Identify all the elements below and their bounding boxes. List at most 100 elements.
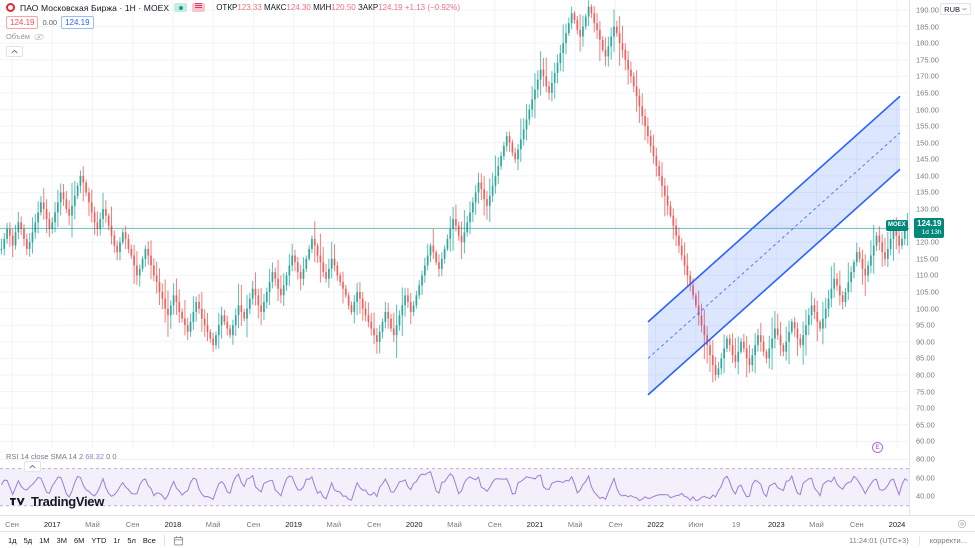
time-axis-tick: Сен: [125, 520, 140, 529]
volume-label[interactable]: Объём: [6, 32, 30, 41]
watermark-text: TradingView: [31, 494, 105, 509]
price-axis-tick: 110.00: [916, 270, 939, 280]
current-price-value: 124.19: [917, 219, 942, 229]
adjustment-label[interactable]: корректи...: [918, 535, 975, 545]
collapse-pane-button[interactable]: [6, 46, 23, 57]
time-axis-tick: 2024: [888, 520, 906, 529]
rsi-collapse-button[interactable]: [24, 461, 41, 472]
range-button[interactable]: Все: [142, 535, 156, 545]
earnings-marker-icon[interactable]: E: [872, 442, 883, 453]
range-button[interactable]: 1д: [8, 535, 17, 545]
price-axis-tick: 170.00: [916, 71, 939, 81]
range-button[interactable]: 3М: [56, 535, 67, 545]
currency-selector[interactable]: RUB: [940, 3, 971, 15]
chevron-down-icon: [962, 7, 967, 11]
price-axis-tick: 65.00: [916, 420, 935, 430]
eye-hidden-icon[interactable]: [34, 33, 44, 41]
price-axis-tick: 115.00: [916, 254, 939, 264]
rsi-axis-tick: 40.00: [916, 491, 935, 501]
rsi-legend-extra: 0 0: [106, 452, 117, 461]
rsi-indicator-pane[interactable]: [0, 450, 909, 515]
legend-price-row: 124.19 0.00 124.19: [6, 15, 460, 29]
indicator-toggle-icon[interactable]: [192, 3, 206, 12]
time-axis-tick: Сен: [608, 520, 623, 529]
ohlc-close-label: ЗАКР: [357, 3, 379, 12]
range-button-group: 1д 5д 1М 3М 6М YTD 1г 5л Все: [0, 536, 156, 545]
time-axis-tick: Май: [567, 520, 583, 529]
price-axis-tick: 60.00: [916, 436, 935, 446]
ohlc-close-value: 124.19: [378, 3, 403, 12]
range-button[interactable]: 1г: [113, 535, 121, 545]
range-button[interactable]: 6М: [73, 535, 85, 545]
tradingview-watermark: TradingView: [10, 494, 104, 509]
currency-label: RUB: [944, 4, 960, 14]
price-axis[interactable]: RUB 190.00 185.00 180.00 175.00 170.00 165.00…: [886, 0, 975, 515]
clock-label[interactable]: 11:24:01 (UTC+3): [849, 535, 909, 545]
calendar-icon[interactable]: [173, 535, 184, 546]
price-axis-tick: 150.00: [916, 138, 939, 148]
price-axis-tick: 80.00: [916, 370, 935, 380]
time-axis-tick: Июн: [688, 520, 704, 529]
candlestick-svg: [0, 0, 909, 448]
price-axis-tick: 145.00: [916, 154, 939, 164]
price-axis-tick: 175.00: [916, 55, 939, 65]
rsi-axis-tick: 80.00: [916, 454, 935, 464]
ohlc-high-value: 124.30: [286, 3, 311, 12]
price-axis-tick: 105.00: [916, 287, 939, 297]
candle-style-toggle-icon[interactable]: [174, 3, 188, 12]
price-axis-tick: 130.00: [916, 204, 939, 214]
ohlc-low-value: 120.50: [331, 3, 356, 12]
range-button[interactable]: 1М: [39, 535, 50, 545]
ohlc-open-value: 123.33: [237, 3, 262, 12]
rsi-legend-name[interactable]: RSI 14 close SMA 14 2: [6, 452, 84, 461]
current-price-badge[interactable]: MOEX 124.19 1d 13h: [886, 218, 945, 239]
time-axis-tick: 2022: [647, 520, 664, 529]
parallel-channel-drawing[interactable]: [647, 95, 901, 396]
rsi-legend-value: 68.32: [85, 452, 104, 461]
rsi-axis-tick: 60.00: [916, 473, 935, 483]
legend-symbol-row: ПАО Московская Биржа · 1H · MOEX ОТКР123…: [6, 2, 460, 13]
price-axis-tick: 135.00: [916, 187, 939, 197]
price-axis-tick: 120.00: [916, 237, 939, 247]
symbol-title[interactable]: ПАО Московская Биржа · 1H · MOEX: [20, 2, 170, 13]
settings-gear-icon[interactable]: [957, 519, 967, 529]
price-axis-tick: 140.00: [916, 171, 939, 181]
time-axis-tick: 2018: [164, 520, 182, 529]
time-axis-tick: Май: [447, 520, 462, 529]
price-box-ask[interactable]: 124.19: [61, 15, 94, 29]
current-price-symbol-tag: MOEX: [886, 220, 908, 232]
time-axis-tick: Май: [205, 520, 221, 529]
time-axis-tick: 2017: [43, 520, 61, 529]
price-axis-tick: 85.00: [916, 353, 935, 363]
toolbar-divider: [163, 534, 165, 546]
price-axis-tick: 90.00: [916, 337, 935, 347]
price-axis-tick: 75.00: [916, 387, 935, 397]
time-axis-tick: Сен: [5, 520, 19, 529]
tradingview-logo-icon: [10, 497, 25, 506]
time-axis-tick: Сен: [849, 520, 864, 529]
rsi-legend: RSI 14 close SMA 14 2 68.32 0 0: [6, 452, 117, 461]
range-button[interactable]: YTD: [91, 535, 107, 545]
ohlc-low-label: МИН: [313, 3, 332, 12]
range-button[interactable]: 5д: [23, 535, 33, 545]
ohlc-change: +1.13 (−0.92%): [404, 3, 461, 12]
price-spread-value: 0.00: [42, 17, 58, 27]
price-chart-canvas[interactable]: [0, 0, 909, 448]
legend-volume-row: Объём: [6, 31, 460, 42]
chevron-up-icon: [11, 49, 18, 54]
time-axis-tick: 19: [731, 520, 741, 529]
time-axis[interactable]: Сен 2017 Май Сен 2018 Май Сен 2019 Май Сен 2020 Май…: [0, 515, 975, 531]
price-axis-tick: 185.00: [916, 22, 939, 32]
time-axis-tick: Май: [326, 520, 342, 529]
price-box-bid[interactable]: 124.19: [6, 15, 39, 29]
time-axis-tick: 2023: [767, 520, 785, 529]
range-button[interactable]: 5л: [127, 535, 136, 545]
time-axis-tick: Май: [85, 520, 100, 529]
bottom-toolbar: 1д 5д 1М 3М 6М YTD 1г 5л Все 11:24:01 (UTC+3) ко…: [0, 531, 975, 548]
price-axis-tick: 165.00: [916, 88, 939, 98]
price-axis-tick: 95.00: [916, 320, 935, 330]
time-axis-tick: Сен: [487, 520, 502, 529]
price-axis-tick: 180.00: [916, 38, 939, 48]
chart-legend: ПАО Московская Биржа · 1H · MOEX ОТКР123…: [6, 2, 460, 57]
